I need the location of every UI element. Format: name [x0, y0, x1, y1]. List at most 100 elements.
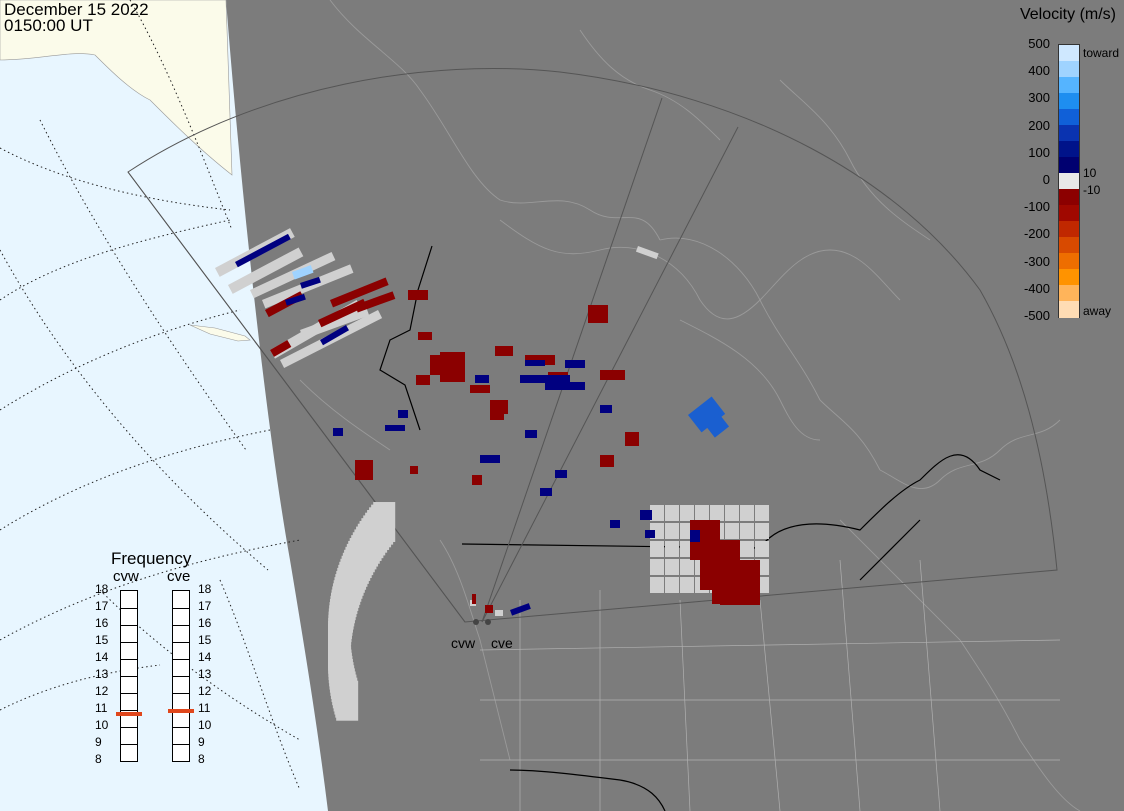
colorbar-segment	[1059, 109, 1079, 126]
frequency-grid-line	[173, 676, 189, 677]
scatter-cell	[650, 505, 664, 521]
colorbar-tick-label: -400	[1023, 280, 1050, 296]
station-cvw-label: cvw	[451, 635, 476, 651]
scatter-cell	[600, 455, 614, 467]
frequency-scale-cvw	[120, 590, 138, 762]
scatter-cell	[540, 488, 552, 496]
scatter-cell	[285, 293, 306, 306]
colorbar-segment	[1059, 237, 1079, 254]
scatter-cell	[725, 505, 739, 521]
scatter-cell	[680, 505, 694, 521]
scatter-cell	[385, 425, 405, 431]
colorbar-segment	[1059, 45, 1079, 62]
scatter-cell	[755, 523, 769, 539]
scatter-cell	[710, 505, 724, 521]
scatter-cell	[625, 432, 639, 446]
colorbar-away-label: away	[1083, 304, 1112, 318]
frequency-tick-label: 10	[95, 718, 109, 732]
scatter-cell	[475, 375, 489, 383]
scatter-cell	[472, 594, 476, 604]
frequency-tick-label: 15	[198, 633, 212, 647]
scatter-cell	[740, 560, 760, 580]
colorbar-segment	[1059, 189, 1079, 206]
date-label: December 15 2022	[4, 0, 149, 19]
frequency-tick-label: 14	[95, 650, 109, 664]
frequency-grid-line	[173, 693, 189, 694]
colorbar-segment	[1059, 269, 1079, 286]
frequency-tick-label: 11	[95, 701, 108, 715]
scatter-cell	[665, 523, 679, 539]
colorbar-tick-label: 0	[1042, 172, 1050, 187]
time-label: 0150:00 UT	[4, 16, 93, 35]
station-cvw-marker	[473, 619, 479, 625]
frequency-tick-label: 14	[198, 650, 212, 664]
scatter-cell	[250, 251, 336, 299]
scatter-cell	[600, 405, 612, 413]
scatter-cell	[695, 505, 709, 521]
colorbar-segment	[1059, 61, 1079, 78]
colorbar-title: Velocity (m/s)	[1019, 6, 1116, 23]
frequency-grid-line	[173, 642, 189, 643]
scatter-cell	[755, 505, 769, 521]
scatter-cell	[705, 413, 730, 438]
colorbar-toward-label: toward	[1083, 46, 1120, 60]
day-land-island	[189, 324, 251, 342]
frequency-grid-line	[121, 625, 137, 626]
scatter-cell	[525, 430, 537, 438]
scatter-cell	[355, 291, 396, 313]
scatter-cell	[740, 541, 754, 557]
scatter-cell	[318, 298, 367, 328]
scatter-cell	[410, 466, 418, 474]
day-land-alaska	[0, 0, 233, 176]
scatter-cell	[472, 475, 482, 485]
frequency-radar-cvw: cvw	[113, 568, 139, 585]
frequency-grid-line	[173, 608, 189, 609]
colorbar-segment	[1059, 253, 1079, 270]
station-cve-label: cve	[491, 635, 513, 651]
scatter-cell	[270, 340, 292, 357]
frequency-grid-line	[121, 608, 137, 609]
scatter-cell	[665, 541, 679, 557]
scatter-cell	[740, 523, 754, 539]
frequency-tick-label: 17	[95, 599, 109, 613]
scatter-cell	[292, 265, 314, 280]
frequency-tick-label: 8	[198, 752, 205, 766]
scatter-cell	[600, 370, 625, 380]
colorbar-tick-label: -500	[1023, 308, 1050, 323]
scatter-cell	[398, 410, 408, 418]
scatter-cell	[418, 332, 432, 340]
scatter-cell	[228, 247, 304, 294]
frequency-tick-label: 8	[95, 752, 102, 766]
frequency-grid-line	[121, 676, 137, 677]
colorbar-segment	[1059, 157, 1079, 174]
scatter-cell	[665, 577, 679, 593]
station-cve-marker	[485, 619, 491, 625]
colorbar-segment	[1059, 125, 1079, 142]
scatter-cell	[712, 590, 742, 604]
scatter-cell	[665, 505, 679, 521]
frequency-grid-line	[173, 727, 189, 728]
frequency-tick-label: 16	[198, 616, 212, 630]
scatter-cell	[690, 530, 700, 542]
frequency-grid-line	[121, 659, 137, 660]
scatter-cell	[687, 396, 726, 433]
scatter-data	[215, 228, 769, 721]
scatter-cell	[430, 355, 445, 375]
scatter-cell	[329, 277, 389, 308]
frequency-tick-label: 16	[95, 616, 109, 630]
scatter-cell	[645, 530, 655, 538]
scatter-cell	[235, 233, 291, 268]
scatter-cell	[490, 410, 504, 420]
frequency-tick-label: 10	[198, 718, 212, 732]
frequency-tick-label: 9	[95, 735, 102, 749]
scatter-cell	[495, 610, 503, 616]
scatter-cell	[416, 375, 430, 385]
colorbar-segment	[1059, 205, 1079, 222]
colorbar-tick-label: -100	[1023, 199, 1050, 215]
colorbar-tick-label: 500	[1028, 36, 1050, 51]
frequency-radar-cve: cve	[167, 568, 191, 585]
scatter-cell	[509, 603, 531, 616]
scatter-cell	[485, 605, 493, 613]
frequency-grid-line	[121, 693, 137, 694]
